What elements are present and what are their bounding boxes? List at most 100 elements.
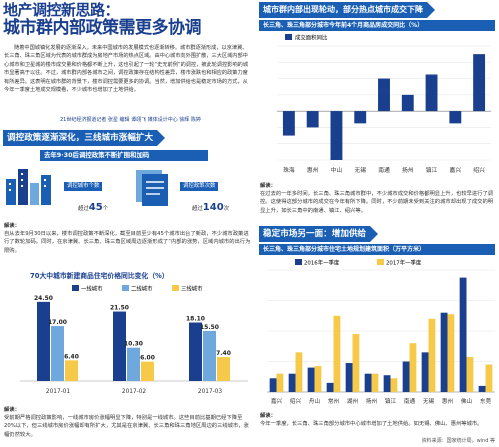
- explain-label: 解读：: [4, 223, 20, 229]
- byline-credit: 21世纪经济报道记者 张星 编辑 谭翊飞 媒体设计中心 徐辉 陈婷: [60, 117, 201, 123]
- tick-label: 惠州: [307, 166, 319, 174]
- bar: [113, 311, 126, 381]
- headline-line-2: 城市群内部政策需更多协调: [3, 18, 202, 38]
- bar: [276, 373, 284, 392]
- bar: [383, 375, 391, 392]
- tick-label: 绍兴: [290, 397, 302, 405]
- tick-label: 舟山: [309, 397, 320, 405]
- bar: [459, 277, 467, 392]
- bar: [189, 322, 202, 381]
- left-column: 地产调控新思路： 城市群内部政策需更多协调 随着中国城镇化发展的逐渐深入，未来中…: [3, 1, 252, 439]
- bar: [203, 330, 216, 381]
- city-buildings-icon: [6, 169, 51, 205]
- headline-line-1: 地产调控新思路：: [3, 1, 120, 19]
- legend-swatch: [377, 259, 384, 265]
- tick-label: 东莞: [480, 397, 492, 405]
- bar: [306, 111, 319, 128]
- bar: [127, 347, 140, 381]
- legend-label: 成交面积同比: [295, 34, 328, 42]
- bar: [354, 111, 367, 124]
- stat-prefix: 超过: [192, 206, 203, 212]
- bar: [447, 314, 455, 392]
- data-label: 7.40: [216, 350, 231, 357]
- legend-label: 三线城市: [181, 285, 203, 293]
- tick-label: 无锡: [354, 166, 366, 174]
- bar: [364, 373, 372, 392]
- tick-label: 嘉兴: [271, 397, 283, 405]
- tick-label: 2017-01: [46, 389, 71, 395]
- intro-paragraph: 随着中国城镇化发展的逐渐深入，未来中国城市的发展模式也逐渐转移。城市群逐渐形成，…: [4, 45, 249, 94]
- tick-label: 2017-03: [198, 389, 223, 395]
- data-label: 10.30: [124, 341, 143, 348]
- headline: 地产调控新思路： 城市群内部政策需更多协调: [3, 1, 202, 38]
- section-3-title: 稳定市场另一面：增加供给: [259, 226, 379, 242]
- explain-text: 自从去年9月30日以来，楼市调控政策不断深化，截至目前至少有45个城市出台了新政…: [4, 231, 251, 254]
- tick-label: 扬州: [366, 397, 377, 405]
- explain-label: 解读：: [4, 407, 20, 413]
- bar: [282, 111, 295, 136]
- stat-policies: 超过140次: [192, 202, 229, 213]
- bar: [402, 361, 410, 392]
- data-label: 6.40: [64, 353, 79, 360]
- bar: [425, 74, 438, 112]
- bar: [449, 111, 462, 124]
- bar: [345, 363, 353, 392]
- stat-prefix: 超过: [78, 206, 89, 212]
- legend-swatch: [295, 259, 302, 265]
- bar: [330, 111, 343, 160]
- bar: [390, 378, 398, 392]
- bar: [333, 315, 341, 392]
- bar: [295, 352, 303, 392]
- data-label: 6.00: [140, 355, 155, 362]
- bar: [352, 334, 360, 392]
- legend-swatch: [172, 285, 179, 291]
- tick-label: 珠海: [283, 166, 295, 174]
- explain-4: 解读： 今年一季度，长三角、珠三角部分城市中心城市增加了土地供给。如无锡、佛山、…: [260, 412, 496, 428]
- explain-label: 解读：: [260, 413, 276, 419]
- tick-label: 南通: [378, 166, 390, 174]
- tick-label: 2017-02: [122, 389, 147, 395]
- bar: [371, 373, 379, 392]
- bar: [326, 382, 334, 392]
- bar: [51, 326, 64, 381]
- legend-label: 2016年一季度: [304, 259, 340, 267]
- data-label: 17.00: [48, 319, 67, 326]
- legend-swatch: [72, 285, 79, 291]
- section-2-subtitle: 长三角、珠三角部分城市今年前4个月商品房成交同比（%）: [259, 20, 495, 31]
- stat-unit: 个: [102, 206, 109, 212]
- explain-3: 解读： 在过去的一年多时间，长三角、珠三角城市群中，不少城市成交和价格都明显上升…: [260, 182, 496, 215]
- explain-1: 解读： 自从去年9月30日以来，楼市调控政策不断深化，截至目前至少有45个城市出…: [4, 222, 252, 255]
- stat-unit: 次: [223, 206, 230, 212]
- bar: [409, 343, 417, 392]
- document-stack-icon: [136, 170, 168, 206]
- bar: [314, 366, 322, 392]
- explain-text: 今年一季度，长三角、珠三角部分城市中心城市增加了土地供给。如无锡、佛山、惠州等城…: [260, 421, 483, 428]
- legend-swatch: [285, 34, 292, 40]
- tick-label: 无锡: [423, 397, 435, 405]
- data-label: 18.10: [186, 316, 205, 323]
- section-1-title: 调控政策逐渐深化，三线城市涨幅扩大: [3, 130, 166, 146]
- tick-label: 绍兴: [473, 166, 485, 174]
- tick-label: 湖州: [347, 397, 358, 405]
- legend-label: 2017年一季度: [386, 259, 422, 267]
- explain-2: 解读： 受前期严格调控政策影响，一线城市房价涨幅明显下降，特别是一线城市。这些目…: [4, 406, 252, 439]
- stat-cities: 超过45个: [78, 202, 108, 213]
- stat-value: 140: [202, 202, 224, 213]
- chart-1-title: 70大中城市新建商品住宅价格同比变化（%）: [30, 272, 169, 280]
- bar: [485, 364, 493, 392]
- tick-label: 南通: [404, 397, 416, 405]
- section-1-subtitle: 去年9·30后调控政策不断扩围和加码: [40, 150, 208, 161]
- explain-label: 解读：: [260, 183, 276, 189]
- bar: [65, 360, 78, 381]
- bar: [141, 361, 154, 381]
- source-note: 资料来源：国家统计局，wind 等: [421, 438, 495, 444]
- bar: [217, 357, 230, 381]
- data-label: 21.50: [110, 305, 129, 312]
- bar: [378, 78, 390, 112]
- tick-label: 镇江: [385, 397, 397, 405]
- bar: [269, 378, 277, 392]
- tick-label: 镇江: [426, 166, 438, 174]
- right-column: 城市群内部出现轮动，部分热点城市成交下降 长三角、珠三角部分城市今年前4个月商品…: [257, 0, 499, 447]
